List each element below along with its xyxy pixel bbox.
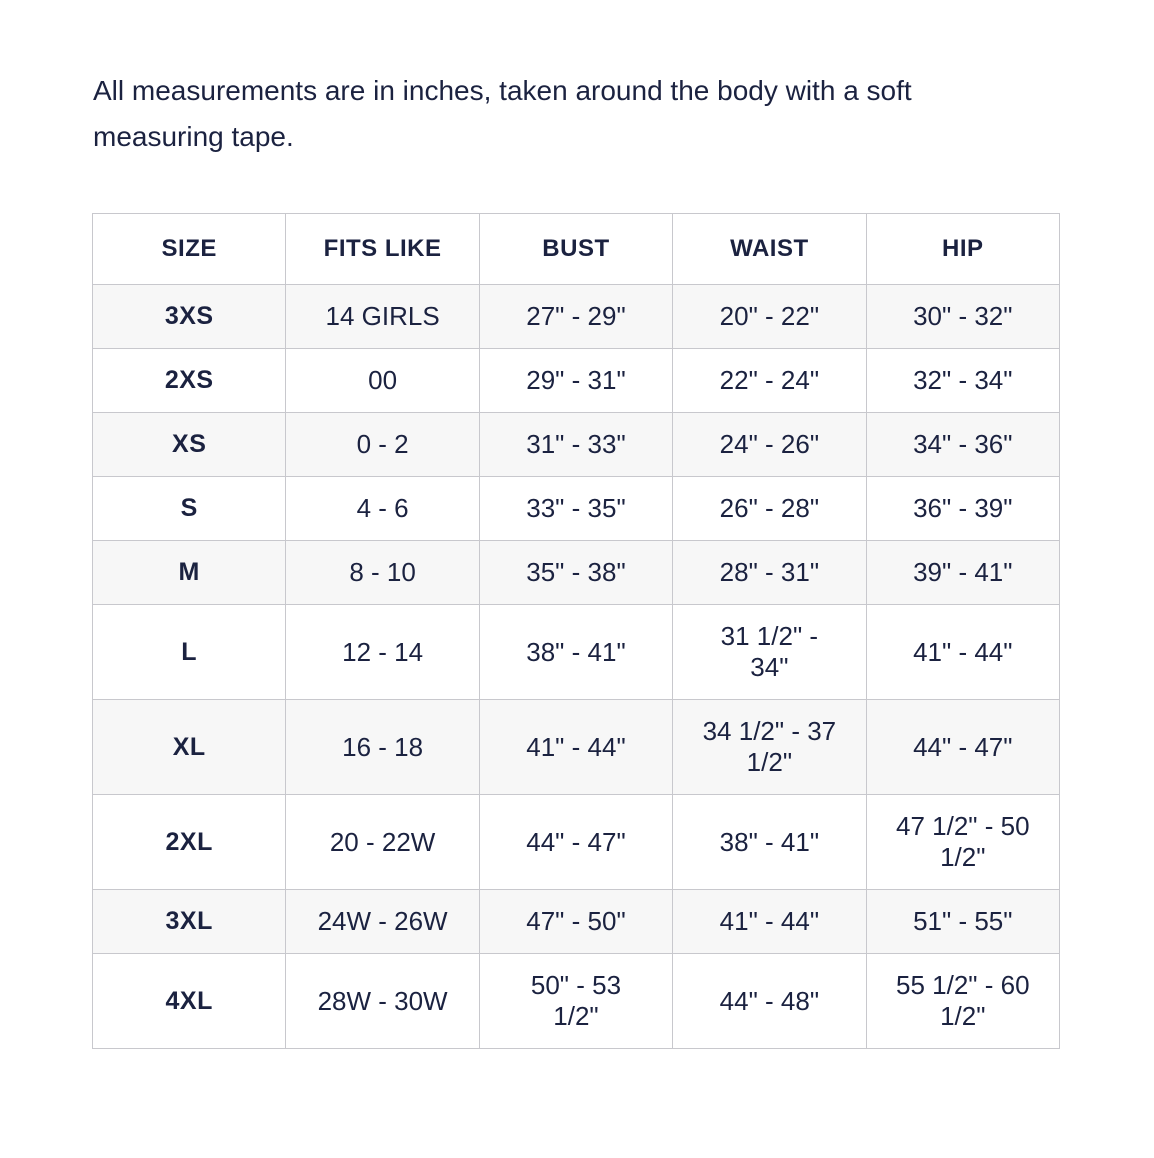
cell-bust: 29" - 31" — [478, 348, 674, 413]
cell-bust: 38" - 41" — [478, 604, 674, 700]
table-row-2xs: 2XS 00 29" - 31" 22" - 24" 32" - 34" — [91, 348, 1061, 413]
cell-size: 2XS — [91, 348, 287, 413]
table-row-4xl: 4XL 28W - 30W 50" - 53 1/2" 44" - 48" 55… — [91, 953, 1061, 1049]
cell-hip: 39" - 41" — [865, 540, 1061, 605]
cell-bust: 33" - 35" — [478, 476, 674, 541]
cell-waist: 41" - 44" — [672, 889, 867, 954]
size-chart-table: SIZE FITS LIKE BUST WAIST HIP 3XS 14 GIR… — [91, 213, 1061, 1049]
cell-fits-like: 12 - 14 — [285, 604, 480, 700]
table-row-s: S 4 - 6 33" - 35" 26" - 28" 36" - 39" — [91, 476, 1061, 541]
cell-size: 3XL — [91, 889, 287, 954]
cell-bust: 41" - 44" — [478, 699, 674, 795]
table-body: 3XS 14 GIRLS 27" - 29" 20" - 22" 30" - 3… — [91, 284, 1061, 1049]
intro-text: All measurements are in inches, taken ar… — [93, 75, 912, 152]
column-header-fits-like: FITS LIKE — [285, 213, 480, 285]
cell-fits-like: 8 - 10 — [285, 540, 480, 605]
table-row-l: L 12 - 14 38" - 41" 31 1/2" - 34" 41" - … — [91, 604, 1061, 700]
cell-bust: 47" - 50" — [478, 889, 674, 954]
column-header-waist: WAIST — [672, 213, 867, 285]
cell-size: 4XL — [91, 953, 287, 1049]
cell-size: XL — [91, 699, 287, 795]
cell-fits-like: 28W - 30W — [285, 953, 480, 1049]
cell-waist: 24" - 26" — [672, 412, 867, 477]
column-header-hip: HIP — [865, 213, 1061, 285]
table-header: SIZE FITS LIKE BUST WAIST HIP — [91, 213, 1061, 285]
cell-waist: 28" - 31" — [672, 540, 867, 605]
cell-waist: 34 1/2" - 37 1/2" — [672, 699, 867, 795]
cell-size: XS — [91, 412, 287, 477]
cell-waist: 31 1/2" - 34" — [672, 604, 867, 700]
cell-waist: 26" - 28" — [672, 476, 867, 541]
cell-fits-like: 00 — [285, 348, 480, 413]
cell-size: M — [91, 540, 287, 605]
cell-waist: 38" - 41" — [672, 794, 867, 890]
table-row-3xs: 3XS 14 GIRLS 27" - 29" 20" - 22" 30" - 3… — [91, 284, 1061, 349]
cell-bust: 27" - 29" — [478, 284, 674, 349]
cell-fits-like: 14 GIRLS — [285, 284, 480, 349]
cell-size: L — [91, 604, 287, 700]
cell-hip: 32" - 34" — [865, 348, 1061, 413]
table-row-xl: XL 16 - 18 41" - 44" 34 1/2" - 37 1/2" 4… — [91, 699, 1061, 795]
cell-size: 2XL — [91, 794, 287, 890]
table-header-row: SIZE FITS LIKE BUST WAIST HIP — [91, 213, 1061, 285]
cell-waist: 44" - 48" — [672, 953, 867, 1049]
cell-bust: 50" - 53 1/2" — [478, 953, 674, 1049]
column-header-size: SIZE — [91, 213, 287, 285]
cell-fits-like: 20 - 22W — [285, 794, 480, 890]
table-row-3xl: 3XL 24W - 26W 47" - 50" 41" - 44" 51" - … — [91, 889, 1061, 954]
cell-hip: 51" - 55" — [865, 889, 1061, 954]
cell-size: S — [91, 476, 287, 541]
cell-fits-like: 16 - 18 — [285, 699, 480, 795]
cell-bust: 35" - 38" — [478, 540, 674, 605]
cell-fits-like: 24W - 26W — [285, 889, 480, 954]
table-row-2xl: 2XL 20 - 22W 44" - 47" 38" - 41" 47 1/2"… — [91, 794, 1061, 890]
cell-hip: 30" - 32" — [865, 284, 1061, 349]
table-row-xs: XS 0 - 2 31" - 33" 24" - 26" 34" - 36" — [91, 412, 1061, 477]
cell-waist: 22" - 24" — [672, 348, 867, 413]
cell-hip: 36" - 39" — [865, 476, 1061, 541]
cell-hip: 34" - 36" — [865, 412, 1061, 477]
cell-waist: 20" - 22" — [672, 284, 867, 349]
cell-fits-like: 0 - 2 — [285, 412, 480, 477]
cell-bust: 31" - 33" — [478, 412, 674, 477]
cell-size: 3XS — [91, 284, 287, 349]
cell-hip: 47 1/2" - 50 1/2" — [865, 794, 1061, 890]
cell-hip: 41" - 44" — [865, 604, 1061, 700]
column-header-bust: BUST — [478, 213, 674, 285]
cell-hip: 44" - 47" — [865, 699, 1061, 795]
cell-hip: 55 1/2" - 60 1/2" — [865, 953, 1061, 1049]
table-row-m: M 8 - 10 35" - 38" 28" - 31" 39" - 41" — [91, 540, 1061, 605]
cell-bust: 44" - 47" — [478, 794, 674, 890]
cell-fits-like: 4 - 6 — [285, 476, 480, 541]
